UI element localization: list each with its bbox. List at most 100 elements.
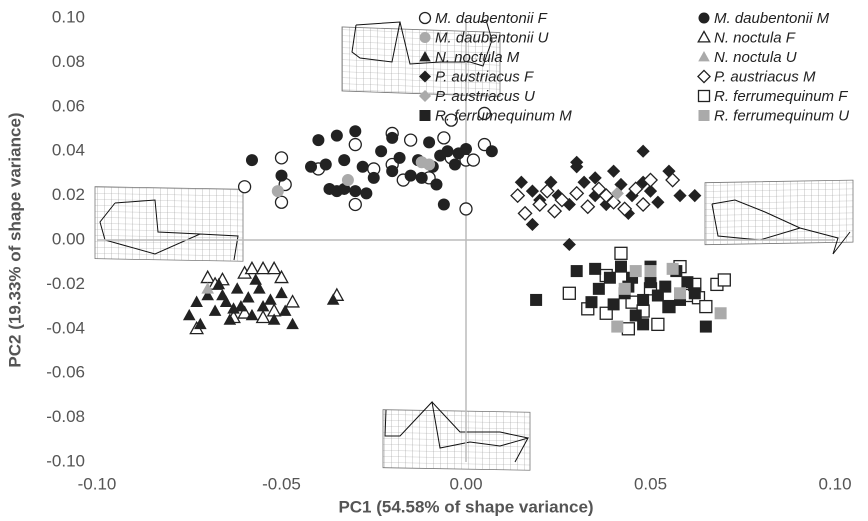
point — [230, 282, 244, 294]
legend-marker — [698, 12, 710, 24]
point — [466, 153, 481, 167]
point — [386, 131, 399, 144]
point — [245, 308, 259, 321]
point — [212, 277, 226, 290]
point — [607, 298, 620, 311]
point — [644, 265, 657, 278]
point — [423, 136, 436, 149]
point — [635, 196, 651, 212]
deformation-grid-bottom — [382, 400, 531, 471]
point — [349, 185, 362, 198]
deformation-grid-top — [341, 19, 501, 97]
point — [264, 293, 277, 305]
point — [360, 187, 373, 200]
legend-label: R. ferrumequinum M — [435, 107, 572, 124]
point — [326, 293, 340, 305]
point — [562, 197, 576, 212]
legend-marker — [419, 32, 431, 43]
point — [611, 320, 624, 333]
legend-marker — [698, 110, 710, 121]
y-tick-label: -0.02 — [46, 274, 85, 293]
point — [514, 175, 528, 189]
point — [637, 293, 650, 306]
point — [569, 185, 585, 201]
point — [241, 291, 255, 303]
x-tick-label: -0.05 — [262, 474, 301, 493]
point — [274, 151, 289, 165]
point — [245, 154, 258, 167]
point — [441, 145, 454, 158]
point — [659, 280, 672, 293]
legend-marker — [698, 50, 710, 62]
point — [375, 145, 388, 158]
point — [201, 288, 214, 301]
point — [629, 265, 642, 278]
point — [286, 317, 299, 330]
legend-label: M. daubentonii U — [435, 29, 549, 46]
deformation-grid-right — [704, 179, 854, 255]
point — [714, 307, 727, 320]
point — [547, 203, 563, 219]
point — [271, 185, 284, 198]
point — [444, 113, 458, 127]
point — [699, 299, 713, 314]
legend-label: P. austriacus M — [714, 68, 816, 85]
point — [319, 158, 332, 171]
point — [589, 262, 602, 275]
point — [448, 158, 461, 171]
point — [562, 286, 576, 300]
point — [673, 189, 687, 203]
legend-label: R. ferrumequinum F — [714, 88, 848, 105]
point — [603, 271, 616, 284]
point — [237, 305, 253, 319]
point — [688, 189, 702, 203]
point — [312, 134, 325, 147]
point — [393, 151, 406, 164]
point — [460, 142, 472, 155]
point — [367, 171, 380, 184]
legend-marker — [418, 11, 432, 25]
point — [274, 269, 289, 284]
y-tick-label: 0.10 — [52, 7, 85, 26]
point — [403, 133, 418, 147]
point — [614, 246, 628, 260]
point — [651, 195, 665, 209]
point — [404, 169, 417, 182]
point — [201, 282, 214, 294]
point — [662, 300, 675, 313]
legend-label: N. noctula F — [714, 29, 796, 46]
legend-marker — [418, 70, 432, 83]
point — [539, 183, 555, 199]
point — [651, 317, 665, 332]
legend-marker — [697, 69, 711, 84]
y-tick-label: 0.06 — [52, 96, 85, 115]
point — [274, 195, 289, 209]
point — [253, 282, 266, 294]
legend-marker — [419, 110, 431, 121]
point — [525, 217, 540, 232]
point — [614, 260, 627, 273]
point — [267, 313, 281, 325]
point — [625, 189, 639, 203]
point — [437, 198, 450, 211]
point — [674, 287, 687, 300]
point — [330, 129, 343, 142]
point — [588, 171, 602, 185]
x-tick-label: 0.10 — [818, 474, 851, 493]
point — [255, 260, 271, 275]
point — [525, 184, 540, 198]
point — [459, 202, 473, 216]
point — [415, 171, 428, 184]
point — [610, 186, 624, 200]
legend-label: P. austriacus F — [435, 68, 534, 85]
point — [227, 302, 240, 314]
point — [216, 288, 229, 301]
x-tick-label: -0.10 — [78, 474, 117, 493]
y-tick-label: -0.04 — [46, 318, 85, 337]
point — [577, 175, 591, 189]
point — [255, 309, 271, 324]
legend-label: P. austriacus U — [435, 88, 535, 105]
point — [642, 172, 659, 188]
